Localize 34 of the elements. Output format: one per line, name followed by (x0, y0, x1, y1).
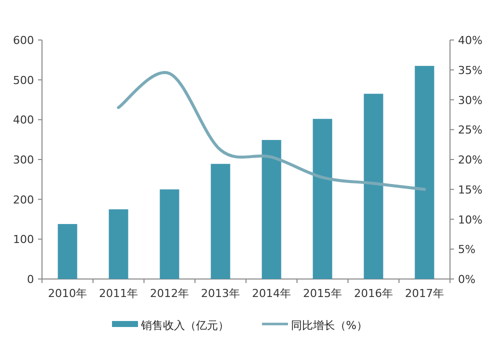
y-tick-label: 200 (13, 193, 34, 206)
legend-label: 同比增长（%） (291, 319, 368, 332)
bar (160, 189, 180, 279)
y-tick-label: 300 (13, 154, 34, 166)
legend-label: 销售收入（亿元） (140, 319, 229, 332)
x-tick-label: 2013年 (201, 287, 240, 300)
x-tick-label: 2017年 (405, 287, 444, 300)
y2-tick-label: 25% (458, 124, 482, 137)
y2-tick-label: 20% (458, 154, 482, 166)
bar (210, 164, 230, 279)
y-tick-label: 600 (13, 34, 34, 47)
y2-tick-label: 15% (458, 183, 482, 196)
bar (108, 209, 128, 279)
x-tick-label: 2016年 (354, 287, 393, 300)
y-tick-label: 400 (13, 114, 34, 127)
bar (312, 118, 332, 279)
bar (262, 140, 282, 279)
x-tick-label: 2012年 (150, 287, 189, 300)
y2-tick-label: 40% (458, 34, 482, 47)
y2-tick-label: 5% (458, 243, 476, 256)
y2-tick-label: 10% (458, 213, 482, 226)
y2-tick-label: 35% (458, 64, 482, 77)
x-tick-label: 2010年 (48, 287, 87, 300)
bar (364, 94, 384, 279)
y-tick-label: 100 (13, 233, 34, 246)
bar (58, 224, 78, 279)
y-tick-label: 500 (13, 74, 34, 87)
x-tick-label: 2015年 (303, 287, 342, 300)
x-tick-label: 2014年 (252, 287, 291, 300)
y-tick-label: 0 (27, 273, 34, 286)
x-tick-label: 2011年 (99, 287, 138, 300)
bar (414, 66, 434, 279)
y2-tick-label: 0% (458, 273, 476, 286)
y2-tick-label: 30% (458, 94, 482, 107)
